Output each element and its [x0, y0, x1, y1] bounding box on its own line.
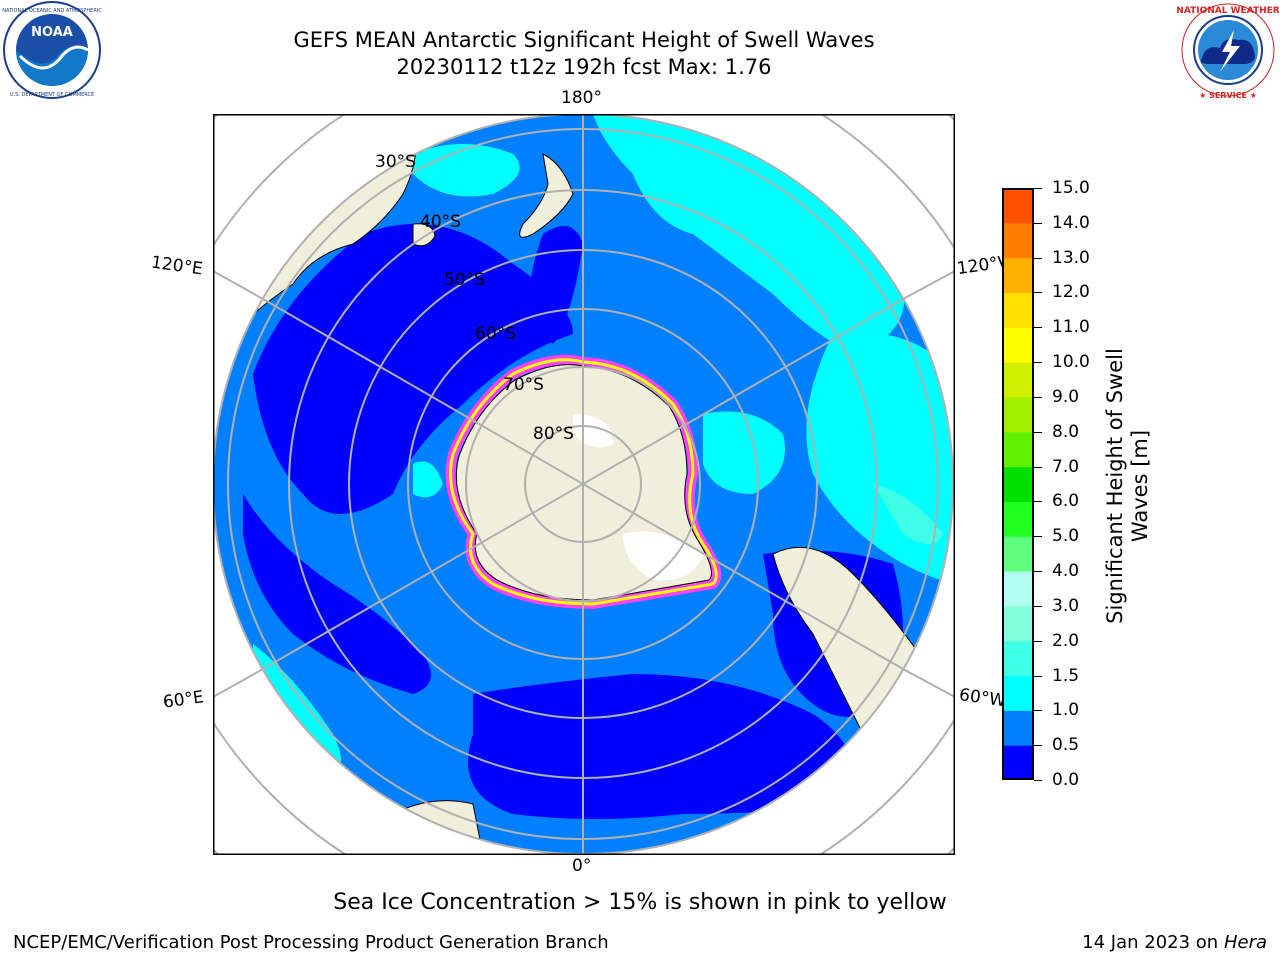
lon-label-0: 0°	[572, 856, 592, 876]
colorbar-tick-mark	[1034, 362, 1042, 364]
lon-label-180: 180°	[561, 88, 602, 108]
colorbar-label-line1: Significant Height of Swell	[1103, 348, 1127, 624]
noaa-logo-icon: NOAA NATIONAL OCEANIC AND ATMOSPHERIC U.…	[2, 1, 102, 99]
lat-label-30s: 30°S	[375, 152, 416, 172]
colorbar-tick-mark	[1034, 640, 1042, 642]
colorbar-tick-mark	[1034, 571, 1042, 573]
colorbar-band	[1002, 396, 1034, 433]
colorbar-band	[1002, 466, 1034, 502]
colorbar-tick-mark	[1034, 466, 1042, 468]
colorbar-tick-label: 5.0	[1052, 526, 1080, 547]
colorbar-band	[1002, 571, 1034, 607]
colorbar-tick-label: 13.0	[1052, 247, 1090, 268]
colorbar-band	[1002, 292, 1034, 328]
footer-date-text: 14 Jan 2023 on	[1082, 932, 1224, 953]
new-zealand	[519, 153, 574, 238]
colorbar-band	[1002, 536, 1034, 572]
colorbar-tick-label: 0.0	[1052, 770, 1080, 790]
colorbar-tick-mark	[1034, 327, 1042, 329]
lat-label-40s: 40°S	[420, 212, 461, 232]
nws-logo-icon: NATIONAL WEATHER ★ SERVICE ★	[1176, 3, 1280, 100]
colorbar-tick-label: 2.0	[1052, 630, 1080, 651]
colorbar-tick-mark	[1034, 501, 1042, 503]
colorbar-band	[1002, 327, 1034, 363]
wave-region-low	[468, 674, 853, 819]
colorbar	[1002, 188, 1034, 780]
colorbar-tick-label: 6.0	[1052, 491, 1080, 512]
map-subtitle: 20230112 t12z 192h fcst Max: 1.76	[396, 55, 772, 79]
colorbar-tick-label: 7.0	[1052, 456, 1080, 477]
colorbar-band	[1002, 710, 1034, 746]
wave-region-light	[873, 484, 943, 544]
colorbar-band	[1002, 605, 1034, 642]
colorbar-tick-label: 8.0	[1052, 421, 1080, 442]
colorbar-band	[1002, 431, 1034, 468]
svg-text:NATIONAL WEATHER: NATIONAL WEATHER	[1176, 6, 1279, 16]
graticule	[227, 114, 939, 854]
colorbar-tick-mark	[1034, 222, 1042, 224]
colorbar-tick-label: 3.0	[1052, 595, 1080, 616]
colorbar-tick-mark	[1034, 188, 1042, 189]
wave-region-cyan	[413, 144, 520, 197]
colorbar-band	[1002, 257, 1034, 293]
lat-label-70s: 70°S	[503, 375, 544, 395]
colorbar-band	[1002, 640, 1034, 677]
colorbar-band	[1002, 362, 1034, 398]
wave-region-cyan	[413, 461, 443, 498]
colorbar-label-line2: Waves [m]	[1128, 429, 1152, 543]
colorbar-tick-label: 4.0	[1052, 561, 1080, 582]
colorbar-tick-label: 9.0	[1052, 386, 1080, 407]
lat-label-50s: 50°S	[444, 270, 485, 290]
colorbar-band	[1002, 188, 1034, 224]
wave-region-cyan	[253, 644, 341, 774]
sea-ice-note: Sea Ice Concentration > 15% is shown in …	[0, 890, 1280, 915]
lat-label-80s: 80°S	[533, 424, 574, 444]
colorbar-tick-label: 10.0	[1052, 352, 1090, 373]
colorbar-tick-mark	[1034, 292, 1042, 294]
colorbar-tick-mark	[1034, 745, 1042, 747]
svg-text:NATIONAL OCEANIC AND ATMOSPHER: NATIONAL OCEANIC AND ATMOSPHERIC	[2, 8, 102, 14]
colorbar-tick-label: 0.5	[1052, 735, 1080, 756]
colorbar-tick-mark	[1034, 431, 1042, 433]
lon-label-60e: 60°E	[161, 687, 206, 713]
colorbar-tick-mark	[1034, 675, 1042, 677]
colorbar-tick-mark	[1034, 710, 1042, 712]
svg-text:★ SERVICE ★: ★ SERVICE ★	[1199, 91, 1257, 100]
svg-text:NOAA: NOAA	[31, 25, 73, 40]
lat-label-60s: 60°S	[475, 324, 516, 344]
wave-region-cyan	[593, 114, 905, 354]
colorbar-tick-mark	[1034, 780, 1042, 781]
polar-map	[213, 114, 955, 855]
sea-ice-note-text: Sea Ice Concentration > 15% is shown in …	[333, 890, 947, 915]
sea-ice-fringe	[449, 358, 718, 606]
wave-region-low	[243, 494, 431, 694]
colorbar-band	[1002, 675, 1034, 711]
lon-label-120e: 120°E	[149, 252, 204, 280]
colorbar-tick-mark	[1034, 605, 1042, 607]
wave-region-cyan	[703, 411, 785, 494]
colorbar-tick-label: 15.0	[1052, 178, 1090, 198]
colorbar-band	[1002, 745, 1034, 780]
colorbar-tick-label: 1.5	[1052, 665, 1080, 686]
svg-text:U.S. DEPARTMENT OF COMMERCE: U.S. DEPARTMENT OF COMMERCE	[10, 92, 94, 98]
lon-label-60w: 60°W	[957, 685, 1005, 711]
map-title: GEFS MEAN Antarctic Significant Height o…	[293, 28, 875, 52]
colorbar-tick-label: 14.0	[1052, 212, 1090, 233]
colorbar-tick-mark	[1034, 536, 1042, 538]
footer-credit: NCEP/EMC/Verification Post Processing Pr…	[13, 932, 609, 953]
colorbar-tick-label: 1.0	[1052, 700, 1080, 721]
lon-label-120w: 120°W	[955, 252, 1005, 280]
wave-region-low	[253, 224, 573, 514]
colorbar-tick-label: 11.0	[1052, 317, 1090, 338]
footer-date: 14 Jan 2023 on Hera	[1082, 932, 1267, 953]
colorbar-tick-label: 12.0	[1052, 282, 1090, 303]
colorbar-tick-mark	[1034, 396, 1042, 398]
colorbar-band	[1002, 501, 1034, 537]
colorbar-band	[1002, 222, 1034, 259]
colorbar-tick-mark	[1034, 257, 1042, 259]
footer-host: Hera	[1223, 932, 1267, 953]
